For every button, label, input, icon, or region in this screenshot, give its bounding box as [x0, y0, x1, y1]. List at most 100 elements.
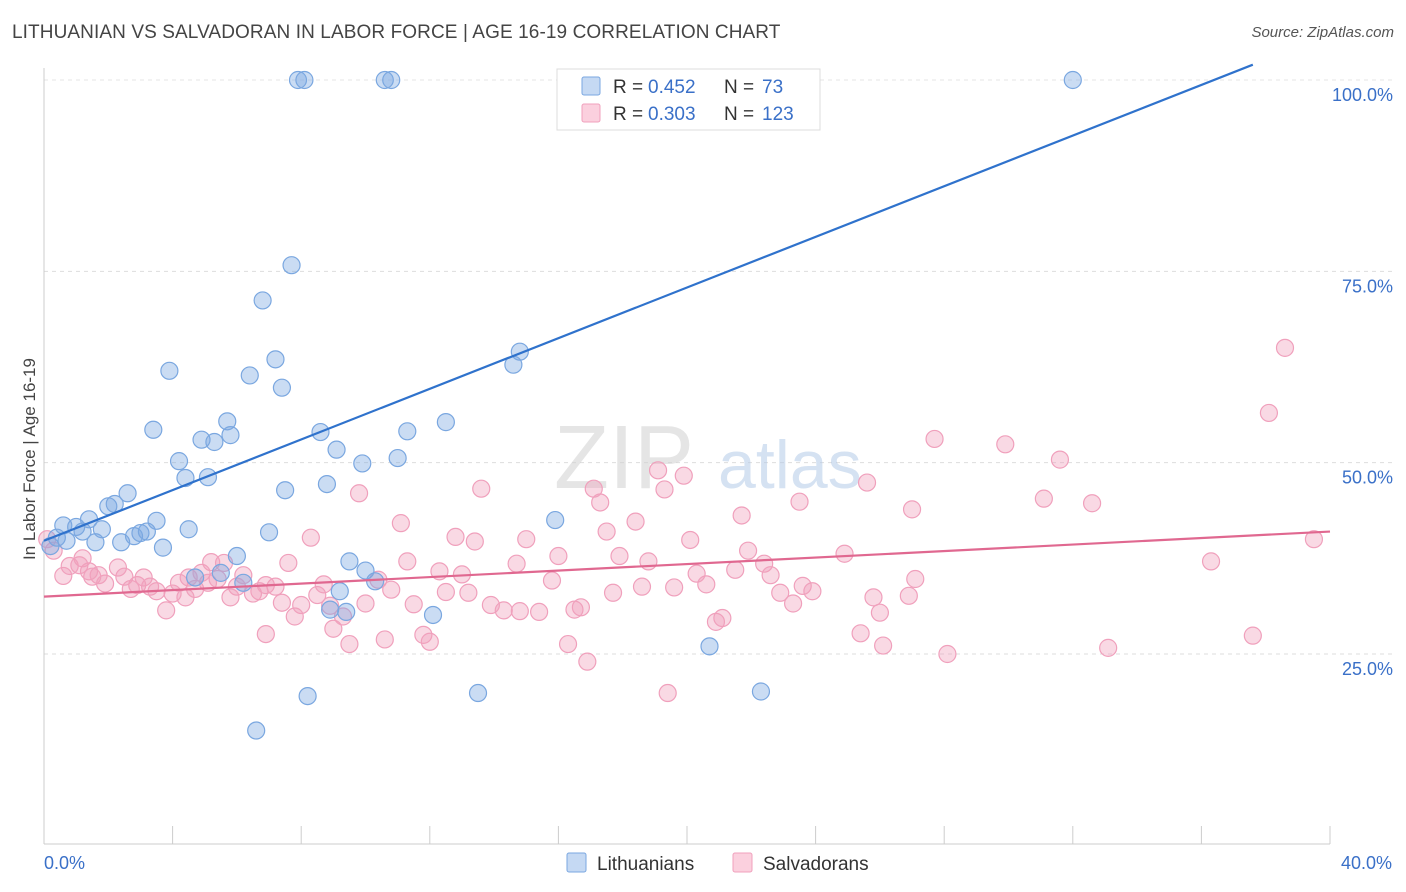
- lithuanians-r-value: 0.452: [648, 77, 696, 98]
- salvadorans-trend-line: [43, 530, 1331, 598]
- salvadorans-point: [356, 594, 375, 613]
- salvadorans-point: [494, 601, 513, 620]
- lithuanians-point: [218, 412, 237, 431]
- lithuanians-point: [276, 481, 295, 500]
- bottom-legend: Lithuanians Salvadorans: [566, 852, 869, 875]
- watermark-zip: ZIP: [554, 408, 694, 508]
- salvadorans-point: [597, 522, 616, 541]
- lithuanians-point: [221, 426, 240, 445]
- salvadorans-point: [681, 530, 700, 550]
- salvadorans-point: [1259, 403, 1279, 423]
- salvadorans-point: [864, 588, 883, 607]
- salvadorans-point: [713, 608, 732, 628]
- lithuanians-point: [317, 474, 337, 494]
- lithuanians-point: [330, 582, 349, 601]
- legend-lithuanians-swatch: [566, 852, 587, 873]
- lithuanians-point: [92, 520, 111, 539]
- stats-legend: R = 0.452 N = 73 R = 0.303 N = 123: [556, 68, 821, 131]
- lithuanians-point: [288, 70, 308, 90]
- salvadorans-point: [632, 577, 652, 596]
- salvadorans-point: [292, 595, 311, 615]
- salvadorans-point: [996, 435, 1015, 454]
- watermark-atlas: atlas: [718, 427, 862, 503]
- lithuanians-point: [382, 70, 401, 90]
- salvadorans-point: [726, 560, 745, 579]
- lithuanians-point: [1063, 70, 1082, 90]
- salvadorans-point: [938, 644, 957, 664]
- lithuanians-point: [340, 552, 359, 571]
- salvadorans-point: [1304, 530, 1324, 549]
- salvadorans-point: [738, 541, 758, 560]
- y-tick-label: 100.0%: [1332, 85, 1393, 105]
- y-tick-labels: 25.0% 50.0% 75.0% 100.0%: [1332, 85, 1393, 679]
- salvadorans-point: [308, 585, 327, 605]
- salvadorans-point: [54, 566, 73, 586]
- lithuanians-point: [327, 440, 346, 459]
- lithuanians-point: [353, 454, 372, 473]
- lithuanians-point: [423, 605, 443, 625]
- salvadorans-point: [1099, 638, 1118, 657]
- salvadorans-point: [1082, 494, 1102, 513]
- lithuanians-point: [468, 683, 488, 703]
- salvadorans-point: [234, 566, 253, 585]
- salvadorans-point: [610, 546, 629, 566]
- salvadorans-point: [578, 652, 597, 671]
- salvadorans-point: [835, 544, 854, 563]
- legend-salvadorans-label: Salvadorans: [763, 854, 869, 875]
- lithuanians-trend-line: [43, 63, 1254, 542]
- salvadorans-point: [459, 583, 478, 602]
- lithuanians-point: [366, 572, 385, 591]
- salvadorans-point: [95, 574, 115, 593]
- lithuanians-point: [298, 686, 317, 706]
- salvadorans-point: [571, 598, 591, 617]
- salvadorans-points: [38, 338, 1324, 703]
- salvadorans-point: [465, 532, 484, 551]
- salvadorans-point: [420, 632, 439, 651]
- salvadorans-point: [436, 582, 455, 602]
- salvadorans-point: [906, 569, 925, 589]
- lithuanians-point: [253, 291, 272, 310]
- lithuanians-point: [118, 484, 137, 503]
- lithuanians-point: [337, 602, 356, 622]
- lithuanians-n-value: 73: [762, 77, 783, 98]
- x-tick-label-max: 40.0%: [1341, 853, 1392, 873]
- r-label: R =: [613, 77, 643, 98]
- salvadorans-point: [349, 484, 369, 503]
- lithuanians-swatch: [581, 76, 601, 96]
- salvadorans-point: [899, 586, 918, 605]
- salvadorans-point: [382, 580, 401, 599]
- legend-lithuanians-label: Lithuanians: [597, 854, 694, 875]
- lithuanians-point: [295, 70, 314, 90]
- lithuanians-point: [144, 420, 163, 439]
- salvadorans-point: [517, 530, 536, 549]
- salvadorans-point: [272, 593, 292, 612]
- y-tick-label: 50.0%: [1342, 468, 1393, 488]
- lithuanians-point: [234, 573, 253, 592]
- salvadorans-point: [285, 607, 304, 626]
- lithuanians-point: [700, 637, 719, 656]
- salvadorans-r-value: 0.303: [648, 104, 696, 125]
- salvadorans-point: [591, 493, 610, 512]
- lithuanians-point: [436, 413, 455, 432]
- salvadorans-point: [665, 578, 684, 597]
- n-label: N =: [724, 104, 754, 125]
- x-tick-label-min: 0.0%: [44, 853, 85, 873]
- salvadorans-point: [549, 546, 568, 566]
- salvadorans-point: [321, 596, 340, 615]
- salvadorans-point: [870, 603, 890, 622]
- salvadorans-point: [414, 625, 433, 644]
- lithuanians-point: [282, 256, 301, 275]
- legend-salvadorans-swatch: [732, 852, 753, 873]
- salvadorans-point: [761, 566, 780, 585]
- salvadorans-point: [324, 619, 343, 638]
- salvadorans-point: [530, 602, 549, 622]
- salvadorans-point: [732, 506, 751, 525]
- lithuanians-point: [160, 361, 179, 380]
- salvadorans-n-value: 123: [762, 104, 794, 125]
- salvadorans-point: [375, 630, 394, 649]
- stats-box: [556, 68, 821, 131]
- salvadorans-point: [314, 575, 333, 594]
- salvadorans-point: [857, 473, 877, 492]
- salvadorans-point: [340, 634, 359, 654]
